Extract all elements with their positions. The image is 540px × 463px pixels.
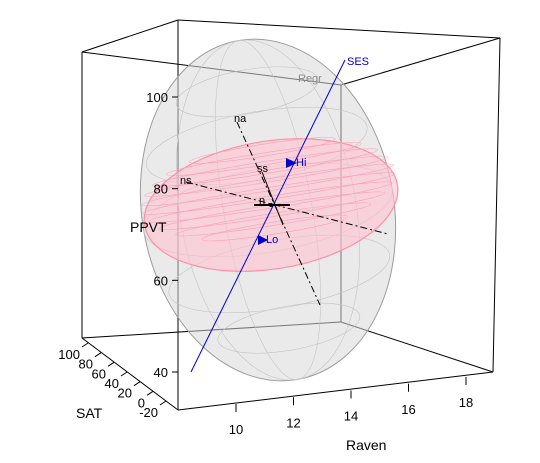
box-edge <box>492 37 501 373</box>
z-tick-label: 80 <box>79 357 93 372</box>
x-tick-label: 16 <box>401 402 415 417</box>
ses-vector-line <box>190 59 346 373</box>
n-label: n <box>259 195 265 207</box>
na-label: na <box>234 113 247 125</box>
box-edge <box>81 19 179 53</box>
box-edge <box>81 337 179 411</box>
hi-label: Hi <box>296 157 306 169</box>
z-tick-label: 0 <box>138 395 145 410</box>
vectors <box>185 59 389 373</box>
x-tick-label: 12 <box>286 415 300 430</box>
z-tick-mark <box>120 371 128 377</box>
z-tick-mark <box>133 381 141 387</box>
box-edge <box>177 371 494 411</box>
x-axis-title: Raven <box>346 437 386 453</box>
z-tick-label: -20 <box>139 405 158 420</box>
z-tick-label: 20 <box>118 386 132 401</box>
x-tick-label: 18 <box>459 395 473 410</box>
lo-marker <box>258 235 268 245</box>
x-tick-label: 14 <box>344 409 358 424</box>
z-axis-title: SAT <box>76 405 103 421</box>
x-tick-label: 10 <box>229 422 243 437</box>
z-tick-mark <box>146 390 154 396</box>
y-tick-label: 60 <box>154 273 168 288</box>
z-tick-mark <box>81 342 89 348</box>
y-axis-ticks: 40 60 80 100 <box>146 90 178 380</box>
ss-vector-line <box>261 171 284 226</box>
z-tick-label: 60 <box>92 366 106 381</box>
lo-label: Lo <box>266 234 278 246</box>
box-edge <box>340 37 501 86</box>
ss-label: ss <box>257 163 269 175</box>
ns-label: ns <box>180 175 192 187</box>
regr-label: Regr <box>298 73 322 85</box>
y-tick-label: 100 <box>146 90 168 105</box>
z-tick-mark <box>94 352 102 358</box>
y-tick-label: 40 <box>154 365 168 380</box>
z-tick-mark <box>107 361 115 367</box>
hi-marker <box>286 158 297 168</box>
ses-label: SES <box>347 56 369 68</box>
center-point <box>269 203 273 207</box>
z-tick-mark <box>159 400 167 406</box>
box-edge <box>177 19 501 39</box>
z-tick-label: 40 <box>105 376 119 391</box>
z-tick-label: 100 <box>58 347 80 362</box>
ns-vector-line <box>185 181 389 235</box>
y-axis-title: PPVT <box>130 219 167 235</box>
y-tick-label: 80 <box>154 182 168 197</box>
x-axis-ticks: 10 12 14 16 18 <box>229 377 473 437</box>
